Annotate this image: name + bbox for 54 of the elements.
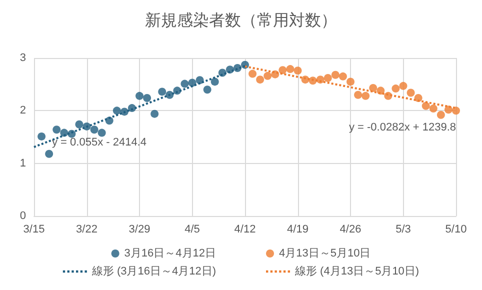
- x-tick-label: 4/5: [184, 224, 200, 236]
- x-tick-label: 4/12: [234, 224, 256, 236]
- point: [422, 102, 430, 110]
- legend-label: 線形 (3月16日～4月12日): [90, 266, 216, 278]
- point: [452, 106, 460, 115]
- y-tick-label: 0: [20, 210, 26, 222]
- point: [38, 132, 46, 140]
- x-tick-label: 5/3: [396, 224, 411, 236]
- point: [346, 78, 354, 86]
- y-tick-label: 1: [20, 157, 26, 170]
- chart-title: 新規感染者数（常用対数）: [145, 12, 337, 30]
- x-tick-label: 3/29: [128, 224, 150, 236]
- point: [180, 80, 189, 88]
- point: [210, 78, 219, 86]
- point: [45, 150, 54, 158]
- point: [399, 82, 408, 90]
- legend-label: 4月13日～5月10日: [279, 248, 371, 260]
- x-tick-label: 3/15: [23, 224, 45, 236]
- point: [150, 110, 159, 118]
- point: [90, 126, 98, 134]
- annotation: y = -0.0282x + 1239.8: [348, 122, 456, 134]
- point: [248, 70, 257, 78]
- point: [406, 88, 415, 97]
- point: [52, 126, 61, 134]
- x-tick-label: 4/19: [287, 224, 308, 236]
- x-tick-label: 4/26: [340, 224, 362, 236]
- annotation: y = 0.055x - 2414.4: [52, 136, 146, 148]
- point: [75, 120, 84, 128]
- point: [369, 84, 378, 92]
- point: [331, 70, 340, 79]
- point: [264, 72, 272, 80]
- point: [278, 66, 287, 74]
- point: [98, 128, 106, 137]
- point: [392, 84, 400, 93]
- point: [436, 110, 445, 119]
- point: [143, 94, 152, 102]
- point: [354, 90, 362, 99]
- legend-label: 線形 (4月13日～5月10日): [294, 266, 420, 278]
- point: [286, 65, 294, 74]
- point: [362, 92, 370, 100]
- legend-label: 3月16日～4月12日: [124, 248, 216, 260]
- point: [324, 74, 332, 82]
- y-tick-label: 3: [20, 52, 26, 64]
- point: [429, 104, 438, 113]
- x-tick-label: 3/22: [76, 224, 98, 236]
- point: [158, 88, 166, 96]
- point: [112, 106, 121, 115]
- point: [338, 72, 347, 80]
- x-tick-label: 5/10: [445, 224, 467, 236]
- y-tick-label: 2: [20, 104, 26, 117]
- point: [256, 76, 264, 84]
- point: [294, 66, 302, 75]
- point: [136, 92, 144, 100]
- point: [203, 86, 212, 94]
